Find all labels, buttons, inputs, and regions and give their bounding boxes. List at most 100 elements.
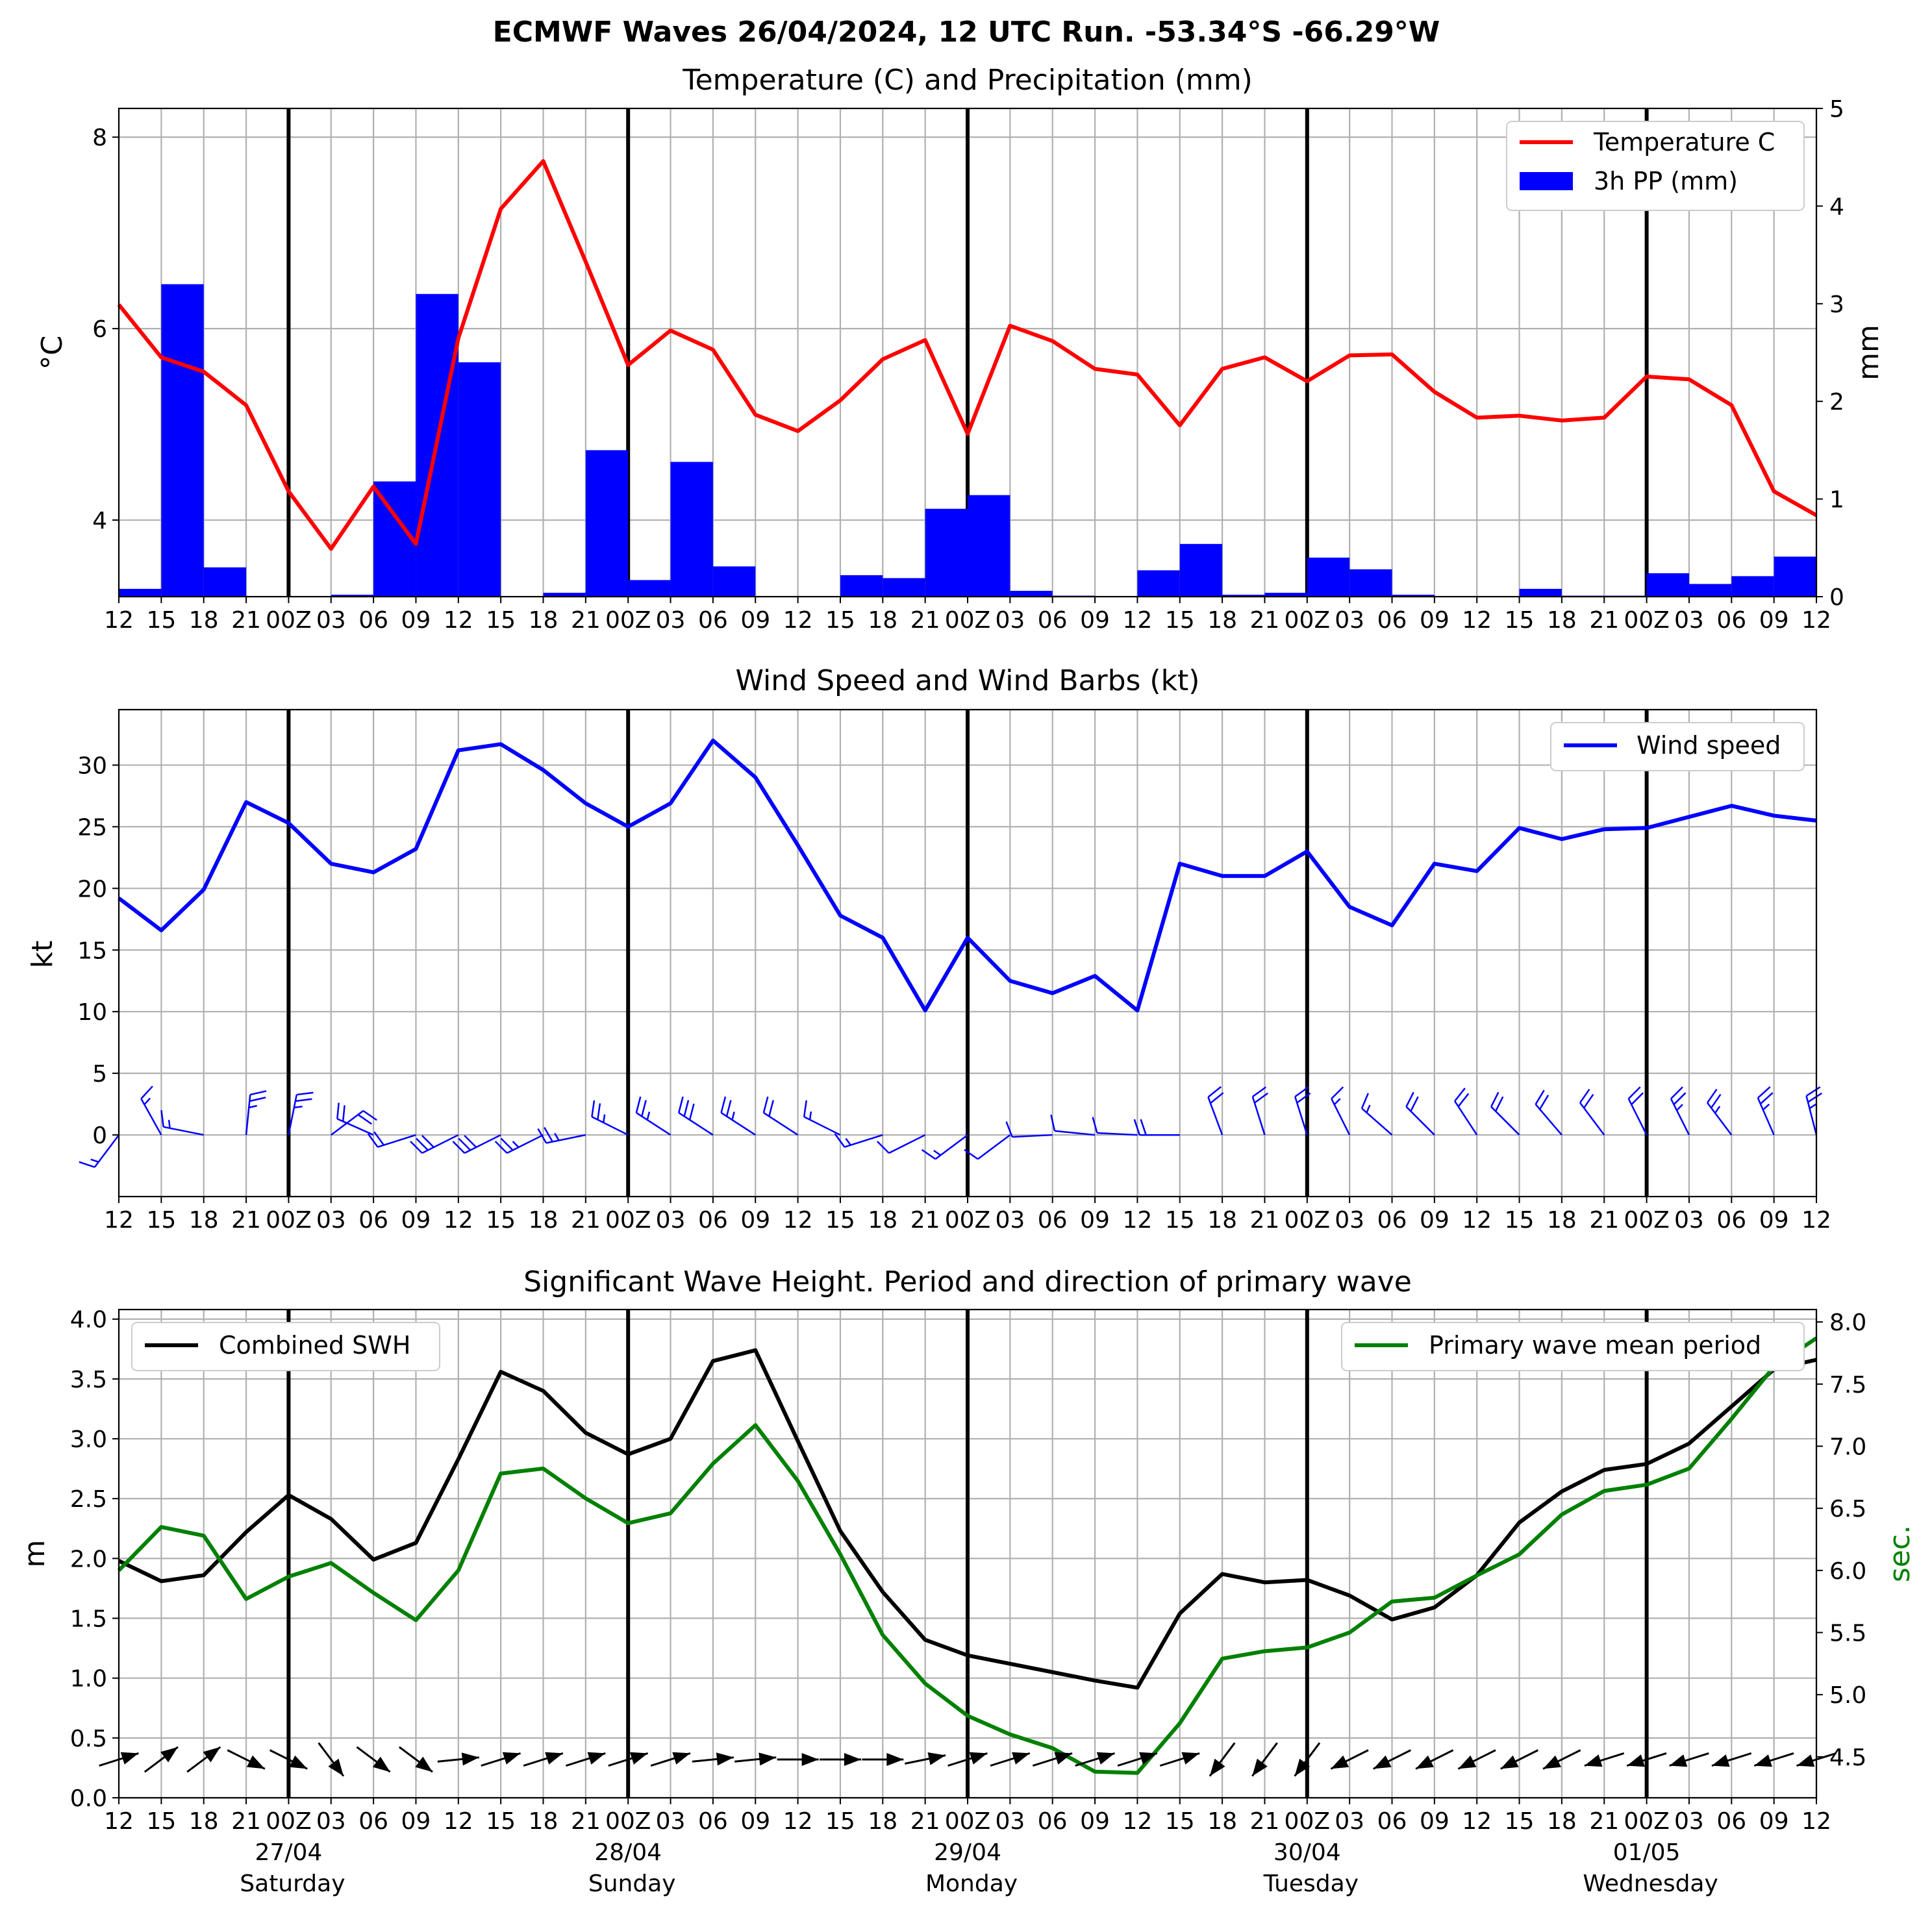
wind-barb: [288, 1091, 314, 1136]
x-tick-label: 09: [1080, 1808, 1110, 1835]
barb-flag: [1670, 1086, 1683, 1100]
wave-direction-arrow: [947, 1752, 988, 1767]
arrow-head: [716, 1752, 734, 1766]
wave-direction-arrow: [565, 1752, 606, 1767]
x-tick-label: 12: [1462, 607, 1492, 634]
y-tick-label: 0.0: [70, 1785, 107, 1812]
x-tick-label: 21: [910, 1207, 940, 1234]
barb-half-flag: [646, 1112, 651, 1121]
x-tick-label: 15: [1165, 1808, 1195, 1835]
wind-barb: [1207, 1086, 1224, 1136]
x-tick-label: 18: [1207, 607, 1237, 634]
x-tick-label: 15: [486, 607, 516, 634]
wind-barb: [1361, 1093, 1393, 1136]
arrow-head: [1543, 1755, 1561, 1769]
legend: Wind speed: [1550, 722, 1805, 771]
wind-barb: [834, 1133, 883, 1148]
barb-flag: [762, 1096, 769, 1113]
y-tick-label: 0: [92, 1123, 107, 1149]
precipitation-bar: [1349, 569, 1392, 597]
right-tick-label: 1: [1829, 487, 1844, 514]
y-tick-label: 8: [92, 125, 107, 151]
barb-staff: [636, 1112, 671, 1136]
wave-direction-arrow: [481, 1752, 521, 1767]
x-tick-label: 06: [358, 607, 388, 634]
arrow-head: [1754, 1754, 1772, 1767]
barb-flag: [357, 1113, 372, 1125]
barb-flag: [1410, 1096, 1419, 1112]
x-tick-label: 12: [104, 1808, 134, 1835]
wind-barb: [1405, 1091, 1435, 1136]
x-tick-label: 12: [783, 607, 813, 634]
barb-staff: [1054, 1130, 1096, 1136]
barb-staff: [288, 1094, 298, 1136]
barb-flag: [367, 1133, 379, 1148]
figure-title: ECMWF Waves 26/04/2024, 12 UTC Run. -53.…: [493, 16, 1440, 49]
y-tick-label: 5: [92, 1061, 107, 1088]
barb-flag: [1579, 1088, 1590, 1104]
wave-direction-arrow: [144, 1746, 179, 1773]
panel-title: Significant Wave Height. Period and dire…: [523, 1265, 1412, 1299]
legend-box: [1506, 121, 1805, 211]
wind-barb: [79, 1134, 120, 1168]
x-tick-label: 06: [1716, 1207, 1746, 1234]
x-tick-label: 03: [1674, 1207, 1704, 1234]
x-tick-label: 06: [1377, 1808, 1407, 1835]
y-tick-label: 30: [77, 752, 107, 779]
barb-half-flag: [1333, 1098, 1341, 1106]
y-axis-label: kt: [26, 941, 59, 969]
day-date-label: 29/04: [934, 1839, 1001, 1866]
x-tick-label: 00Z: [1285, 1808, 1330, 1835]
x-tick-label: 12: [1801, 607, 1831, 634]
barb-flag: [373, 1131, 384, 1146]
barb-staff: [1490, 1106, 1520, 1136]
barb-staff: [1535, 1104, 1562, 1136]
barb-staff: [1757, 1097, 1775, 1136]
barb-staff: [336, 1118, 374, 1136]
x-tick-label: 03: [1335, 1207, 1364, 1234]
wind-barb: [410, 1134, 459, 1154]
arrow-head: [160, 1746, 178, 1763]
day-name-label: Wednesday: [1583, 1870, 1718, 1897]
barb-flag: [416, 1137, 429, 1151]
arrow-head: [289, 1755, 308, 1769]
x-tick-label: 18: [1547, 1808, 1577, 1835]
barb-flag: [1454, 1088, 1466, 1102]
barb-flag: [1207, 1086, 1222, 1098]
wave-direction-arrow: [990, 1752, 1031, 1767]
wave-direction-arrow: [1251, 1742, 1278, 1777]
x-tick-label: 12: [104, 1207, 134, 1234]
barb-staff: [546, 1134, 586, 1144]
x-tick-label: 00Z: [945, 1207, 990, 1234]
arrow-head: [1373, 1755, 1392, 1769]
y-tick-label: 6: [92, 316, 107, 343]
barb-staff: [1207, 1097, 1223, 1136]
x-tick-label: 12: [783, 1207, 813, 1234]
wave-direction-arrow: [734, 1752, 777, 1766]
barb-staff: [678, 1112, 714, 1136]
wave-direction-arrows: [99, 1742, 1837, 1777]
barb-half-flag: [1809, 1103, 1817, 1110]
right-tick-label: 6.0: [1829, 1558, 1866, 1585]
arrow-head: [1416, 1755, 1434, 1769]
arrow-head: [1252, 1758, 1268, 1776]
x-tick-label: 12: [783, 1808, 813, 1835]
x-tick-label: 00Z: [1285, 1207, 1330, 1234]
legend: Combined SWH: [131, 1322, 440, 1371]
barb-flag: [725, 1100, 732, 1117]
barb-flag: [1707, 1088, 1718, 1104]
day-date-label: 27/04: [255, 1839, 323, 1866]
wind-barb: [803, 1100, 841, 1136]
wind-barb: [245, 1090, 267, 1136]
precipitation-bar: [883, 578, 925, 597]
barb-flag: [464, 1135, 477, 1148]
x-tick-label: 00Z: [605, 607, 651, 634]
x-tick-label: 15: [146, 1207, 176, 1234]
barb-staff: [377, 1134, 416, 1148]
x-tick-label: 18: [189, 1808, 219, 1835]
right-tick-label: 5.5: [1829, 1621, 1866, 1647]
barb-staff: [591, 1116, 629, 1136]
arrow-head: [545, 1752, 563, 1765]
wave-direction-arrow: [819, 1753, 861, 1766]
